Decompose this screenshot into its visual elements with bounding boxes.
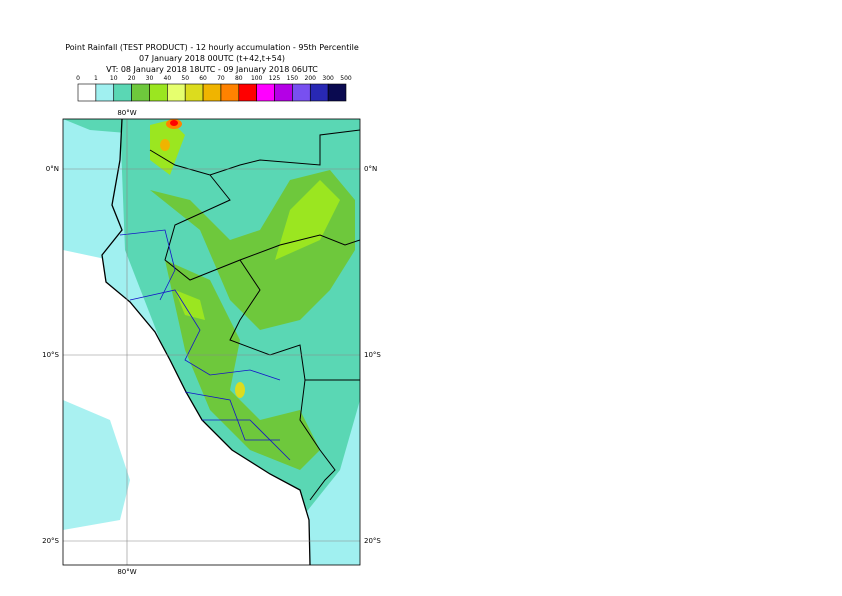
lat-label: 0°N — [364, 165, 377, 173]
legend: 0 1 10 20 30 40 50 60 70 80 100 125 150 200 300 500 — [76, 75, 352, 102]
legend-swatch — [202, 83, 222, 102]
lat-label: 20°S — [42, 537, 59, 545]
legend-swatch — [256, 83, 275, 102]
legend-label: 500 — [340, 75, 352, 82]
lat-label: 20°S — [364, 537, 381, 545]
lat-label: 10°S — [364, 351, 381, 359]
legend-label: 300 — [322, 75, 334, 82]
legend-swatch — [274, 83, 293, 102]
legend-label: 10 — [110, 75, 118, 82]
legend-swatch — [238, 83, 257, 102]
legend-label: 60 — [199, 75, 207, 82]
lat-label: 10°S — [42, 351, 59, 359]
legend-label: 70 — [217, 75, 225, 82]
legend-swatch — [113, 83, 132, 102]
legend-label: 100 — [251, 75, 263, 82]
lat-label: 0°N — [46, 165, 59, 173]
legend-label: 200 — [305, 75, 317, 82]
legend-swatch — [184, 83, 204, 102]
header: Point Rainfall (TEST PRODUCT) - 12 hourl… — [65, 43, 359, 74]
legend-swatch — [77, 83, 97, 102]
legend-label: 125 — [269, 75, 281, 82]
legend-label: 0 — [76, 75, 80, 82]
legend-swatch — [292, 83, 311, 102]
legend-swatch — [149, 83, 168, 102]
legend-label: 40 — [164, 75, 172, 82]
title: Point Rainfall (TEST PRODUCT) - 12 hourl… — [65, 43, 359, 52]
legend-label: 50 — [181, 75, 189, 82]
legend-label: 1 — [94, 75, 98, 82]
legend-swatch — [95, 83, 115, 102]
legend-swatch — [327, 83, 347, 102]
legend-swatch — [309, 83, 329, 102]
legend-label: 30 — [146, 75, 154, 82]
legend-swatch — [220, 83, 240, 102]
legend-swatch — [167, 83, 186, 102]
lon-label: 80°W — [117, 109, 136, 117]
map — [63, 119, 360, 565]
legend-label: 80 — [235, 75, 243, 82]
valid-time: VT: 08 January 2018 18UTC - 09 January 2… — [106, 65, 318, 74]
lon-label: 80°W — [117, 568, 136, 576]
map-frame — [62, 118, 361, 566]
legend-label: 150 — [287, 75, 299, 82]
legend-swatch — [131, 83, 150, 102]
legend-label: 20 — [128, 75, 136, 82]
base-time: 07 January 2018 00UTC (t+42,t+54) — [139, 54, 285, 63]
